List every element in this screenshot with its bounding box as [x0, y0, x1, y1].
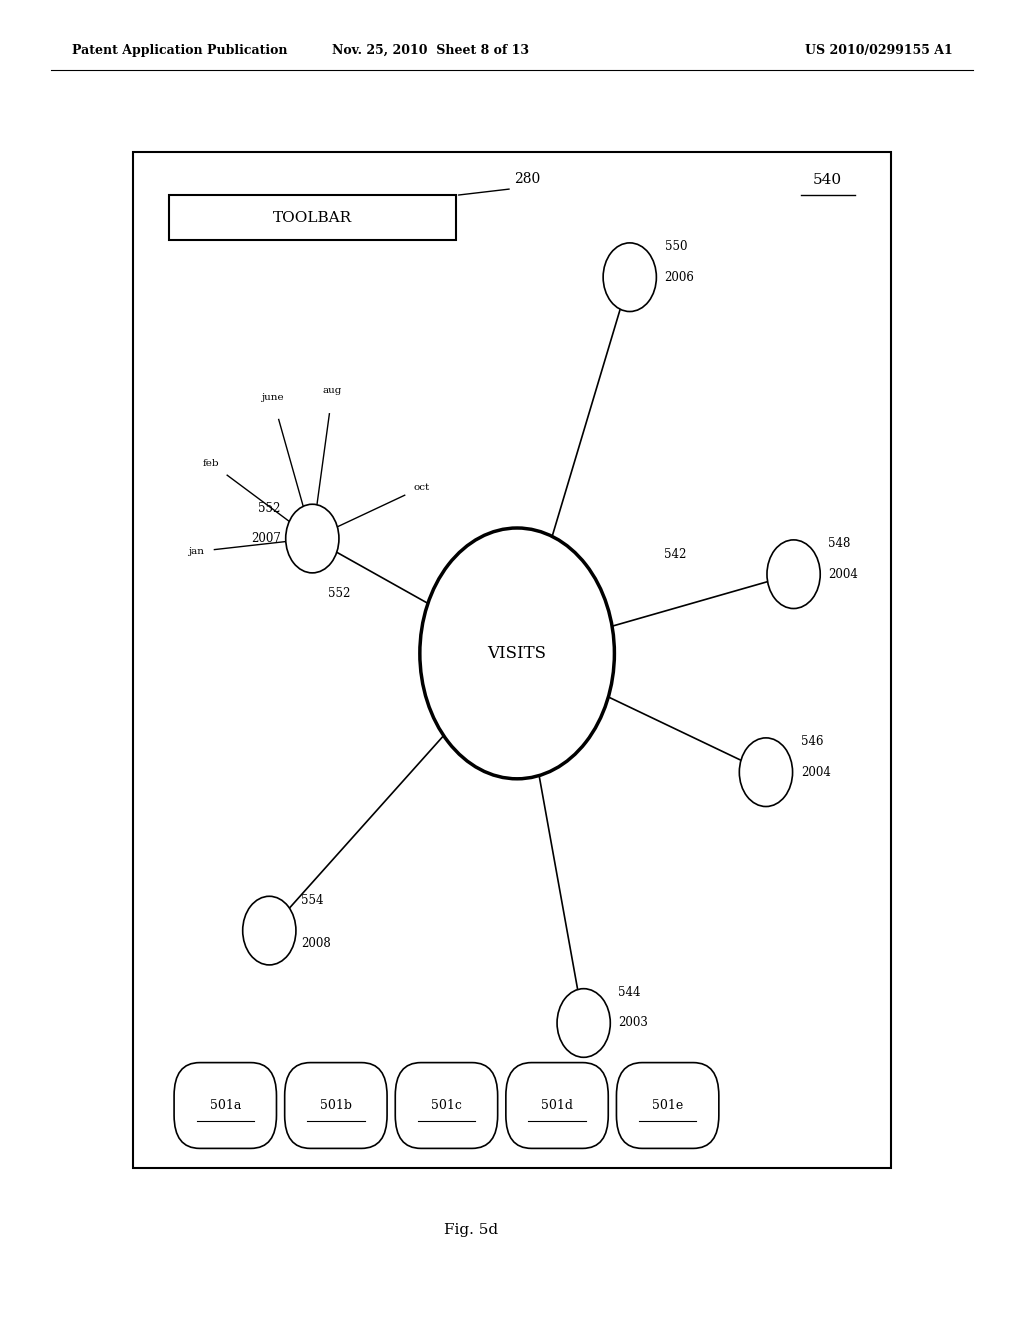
Text: 2006: 2006 [665, 271, 694, 284]
Text: TOOLBAR: TOOLBAR [272, 211, 352, 224]
Text: 548: 548 [828, 537, 851, 550]
Text: 501a: 501a [210, 1100, 241, 1111]
Circle shape [557, 989, 610, 1057]
FancyBboxPatch shape [616, 1063, 719, 1148]
Text: 550: 550 [665, 240, 687, 253]
Text: 501e: 501e [652, 1100, 683, 1111]
Bar [133, 152, 891, 1168]
Text: Patent Application Publication: Patent Application Publication [72, 44, 287, 57]
Text: aug: aug [323, 385, 342, 395]
Text: Fig. 5d: Fig. 5d [444, 1224, 498, 1237]
Text: 540: 540 [813, 173, 842, 187]
Text: 501d: 501d [541, 1100, 573, 1111]
Text: 2004: 2004 [801, 766, 830, 779]
FancyBboxPatch shape [174, 1063, 276, 1148]
Text: 501b: 501b [319, 1100, 352, 1111]
Text: 546: 546 [801, 735, 823, 748]
Text: 2003: 2003 [618, 1016, 648, 1030]
Circle shape [243, 896, 296, 965]
Text: 2007: 2007 [251, 532, 281, 545]
FancyBboxPatch shape [395, 1063, 498, 1148]
Text: june: june [261, 392, 284, 401]
Text: VISITS: VISITS [487, 645, 547, 661]
FancyBboxPatch shape [506, 1063, 608, 1148]
Text: 501c: 501c [431, 1100, 462, 1111]
Circle shape [767, 540, 820, 609]
Text: 554: 554 [301, 894, 324, 907]
Bar [169, 195, 456, 240]
Circle shape [420, 528, 614, 779]
Text: 544: 544 [618, 986, 641, 999]
Text: jan: jan [188, 548, 204, 556]
Circle shape [603, 243, 656, 312]
Text: feb: feb [203, 459, 219, 467]
Text: 542: 542 [664, 548, 686, 561]
Text: 2008: 2008 [301, 937, 331, 950]
Text: oct: oct [414, 483, 430, 491]
Text: 280: 280 [514, 172, 541, 186]
Text: 552: 552 [258, 502, 281, 515]
Text: 2004: 2004 [828, 568, 858, 581]
Circle shape [286, 504, 339, 573]
Text: Nov. 25, 2010  Sheet 8 of 13: Nov. 25, 2010 Sheet 8 of 13 [332, 44, 528, 57]
FancyBboxPatch shape [285, 1063, 387, 1148]
Text: US 2010/0299155 A1: US 2010/0299155 A1 [805, 44, 952, 57]
Text: 552: 552 [328, 587, 350, 601]
Circle shape [739, 738, 793, 807]
